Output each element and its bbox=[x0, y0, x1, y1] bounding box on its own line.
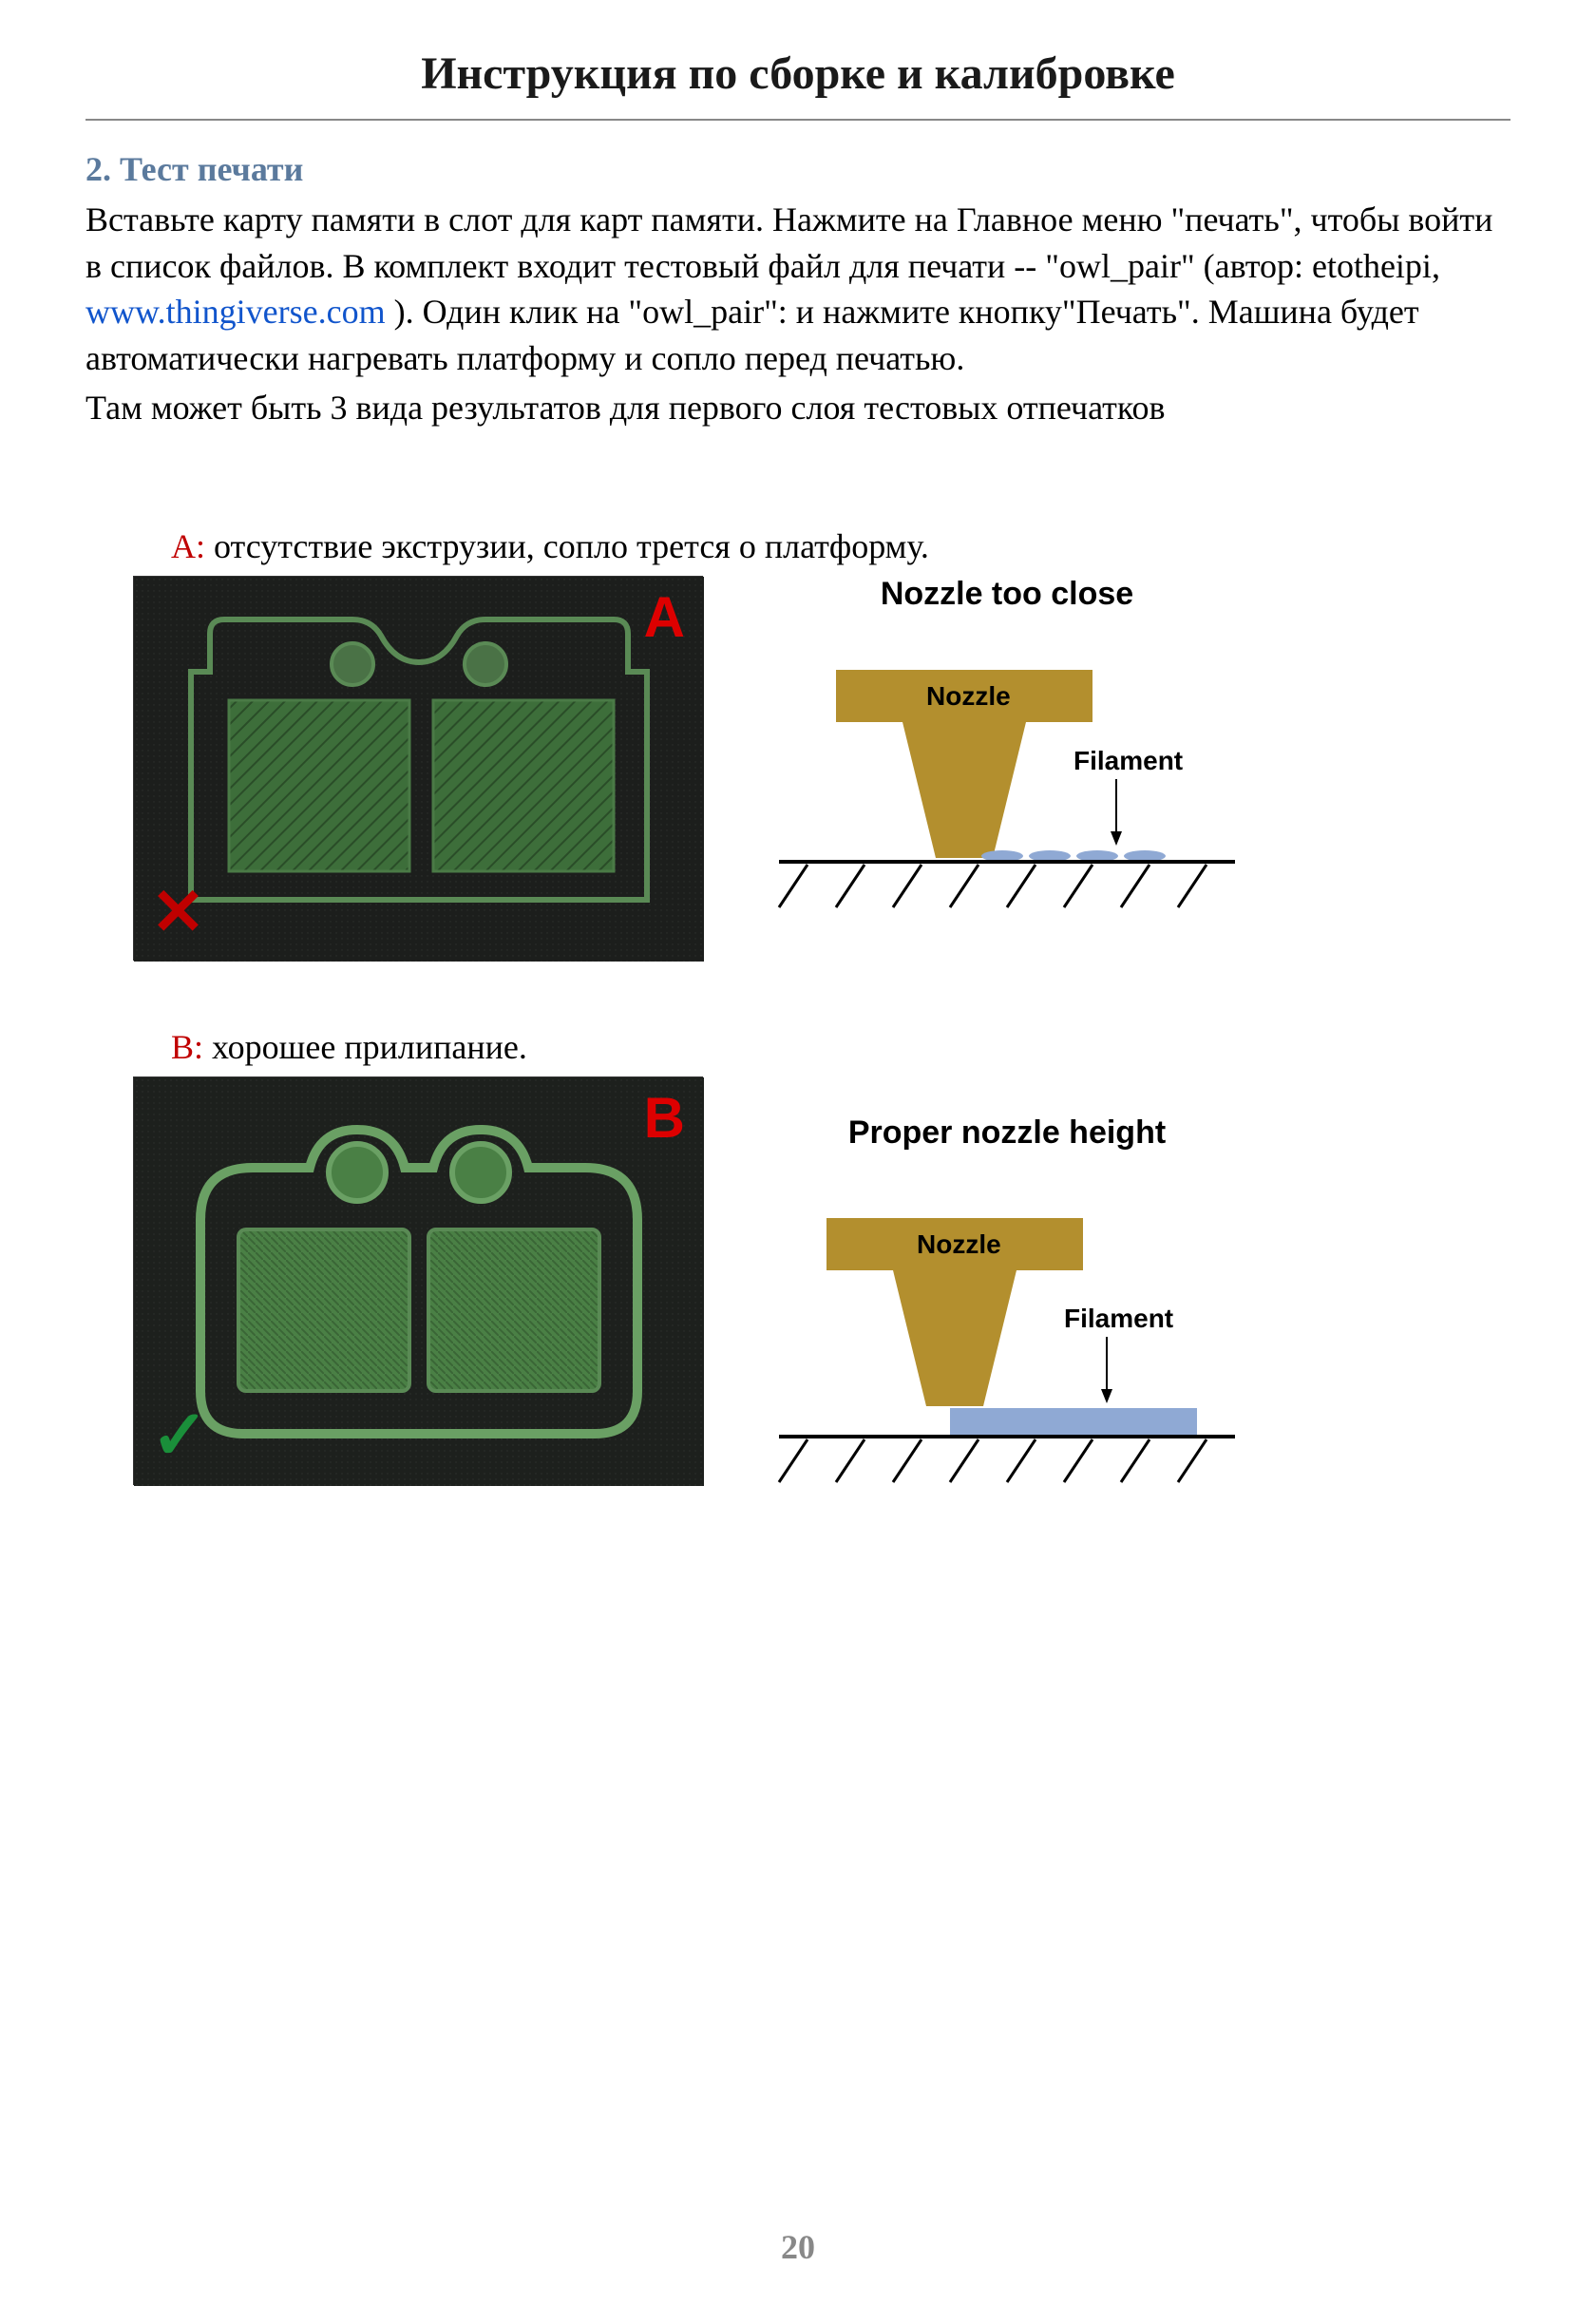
caption-a-text: отсутствие экструзии, сопло трется о пла… bbox=[205, 527, 929, 565]
photo-a-svg bbox=[134, 577, 704, 962]
nozzle-label-b: Nozzle bbox=[917, 1229, 1001, 1259]
caption-b: B: хорошее прилипание. bbox=[171, 1027, 1510, 1067]
page-number: 20 bbox=[0, 2227, 1596, 2267]
caption-a: A: отсутствие экструзии, сопло трется о … bbox=[171, 526, 1510, 566]
diagram-b: Proper nozzle height Nozzle Filament bbox=[760, 1076, 1254, 1485]
diagram-a-svg: Nozzle Filament bbox=[760, 641, 1254, 945]
page-title: Инструкция по сборке и калибровке bbox=[86, 48, 1510, 100]
body-paragraph-2: Там может быть 3 вида результатов для пе… bbox=[86, 385, 1510, 431]
filament-label-b: Filament bbox=[1064, 1304, 1173, 1333]
nozzle-label-a: Nozzle bbox=[926, 681, 1011, 711]
body-paragraph-1: Вставьте карту памяти в слот для карт па… bbox=[86, 197, 1510, 381]
caption-a-marker: A: bbox=[171, 527, 205, 565]
thingiverse-link[interactable]: www.thingiverse.com bbox=[86, 293, 386, 331]
check-icon: ✓ bbox=[151, 1395, 208, 1475]
section-heading: 2. Тест печати bbox=[86, 149, 1510, 189]
para1-part-a: Вставьте карту памяти в слот для карт па… bbox=[86, 200, 1492, 285]
diagram-a-title: Nozzle too close bbox=[760, 576, 1254, 613]
cross-icon: ✕ bbox=[151, 875, 205, 950]
diagram-b-svg: Nozzle Filament bbox=[760, 1180, 1254, 1503]
filament-label-a: Filament bbox=[1074, 746, 1183, 775]
photo-b-label: B bbox=[644, 1085, 685, 1151]
example-b-block: B ✓ Proper nozzle height Nozzle Filament bbox=[133, 1076, 1510, 1485]
photo-b-svg bbox=[134, 1077, 704, 1486]
caption-b-marker: B: bbox=[171, 1028, 203, 1066]
example-a-block: A ✕ Nozzle too close Nozzle Filament bbox=[133, 576, 1510, 961]
diagram-a: Nozzle too close Nozzle Filament bbox=[760, 576, 1254, 961]
diagram-b-title: Proper nozzle height bbox=[760, 1114, 1254, 1152]
photo-a-label: A bbox=[644, 584, 685, 650]
caption-b-text: хорошее прилипание. bbox=[203, 1028, 527, 1066]
photo-a: A ✕ bbox=[133, 576, 703, 961]
photo-b: B ✓ bbox=[133, 1076, 703, 1485]
title-rule bbox=[86, 119, 1510, 121]
